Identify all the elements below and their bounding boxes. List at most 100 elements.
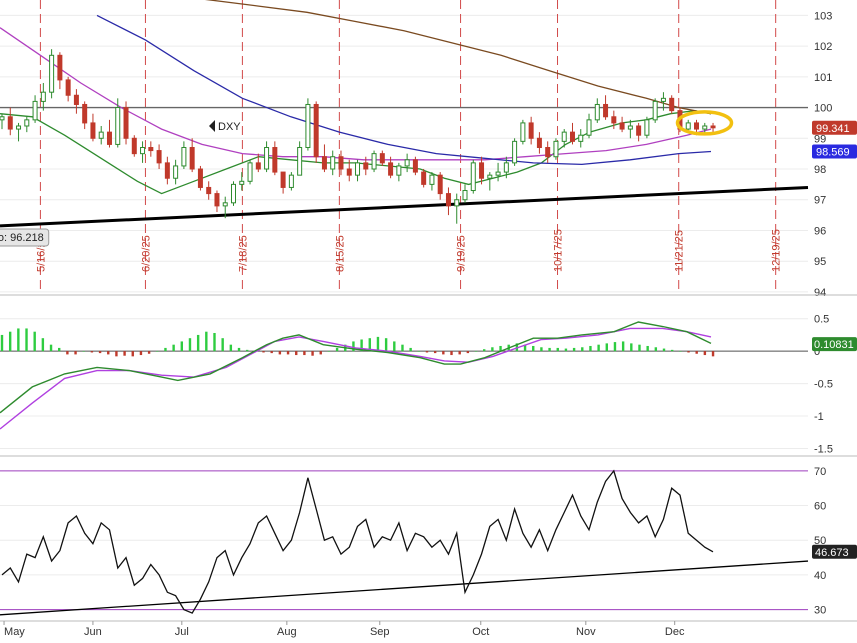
macd-histogram-bar xyxy=(245,349,249,352)
rsi-support-trendline xyxy=(0,560,809,616)
macd-histogram-bar xyxy=(205,331,208,352)
candle-body xyxy=(73,94,79,105)
macd-histogram-bar xyxy=(66,351,69,355)
candle-body xyxy=(479,162,485,179)
macd-line xyxy=(0,321,712,414)
low-callout-text: Lo: 96.218 xyxy=(0,232,44,244)
macd-histogram-bar xyxy=(703,351,707,356)
macd-histogram-bar xyxy=(540,347,543,352)
candle-body xyxy=(338,156,344,170)
candle-body xyxy=(445,193,451,207)
month-label: Nov xyxy=(576,626,596,638)
macd-tick-label: -1.5 xyxy=(814,444,833,456)
date-marker-label: 7/18/25 xyxy=(237,235,249,272)
candle-body xyxy=(578,134,584,142)
candle-body xyxy=(644,119,650,136)
candle-body xyxy=(636,125,642,136)
candle-body xyxy=(569,131,575,142)
highlight-ellipse xyxy=(675,110,734,136)
macd-histogram-bar xyxy=(107,351,110,355)
candle-body xyxy=(594,103,600,121)
candle-body xyxy=(553,140,559,158)
macd-histogram-bar xyxy=(17,328,20,352)
moving-average-line xyxy=(0,109,712,195)
macd-histogram-bar xyxy=(491,347,494,352)
candle-body xyxy=(24,119,30,127)
price-tick-label: 102 xyxy=(814,41,832,53)
candle-body xyxy=(437,174,443,195)
macd-histogram-bar xyxy=(180,341,184,352)
macd-histogram-bar xyxy=(499,345,502,352)
macd-histogram-bar xyxy=(417,351,421,352)
price-tick-label: 99 xyxy=(814,133,826,145)
macd-histogram-bar xyxy=(433,351,437,354)
macd-histogram-bar xyxy=(654,347,658,352)
macd-histogram-bar xyxy=(221,338,224,352)
price-tick-label: 100 xyxy=(814,103,832,115)
candle-body xyxy=(710,125,716,129)
macd-histogram-bar xyxy=(401,344,404,352)
candle-body xyxy=(214,193,220,207)
macd-histogram-bar xyxy=(393,341,396,352)
price-tick-label: 98 xyxy=(814,164,826,176)
date-marker-label: 8/15/25 xyxy=(334,235,346,272)
macd-histogram-bar xyxy=(115,351,118,357)
macd-histogram-bar xyxy=(679,351,682,352)
symbol-label: DXY xyxy=(209,120,241,133)
macd-histogram-bar xyxy=(196,334,200,352)
candle-body xyxy=(355,162,361,176)
candle-body xyxy=(652,100,658,121)
macd-histogram-bar xyxy=(327,351,331,352)
rsi-line xyxy=(1,469,714,614)
last-price-badge-box xyxy=(812,120,857,135)
candle-body xyxy=(156,150,162,164)
price-tick-label: 101 xyxy=(814,72,832,84)
moving-average-line xyxy=(204,0,712,115)
macd-histogram-bar xyxy=(548,347,551,352)
candle-body xyxy=(264,147,270,170)
last-price-badge: 99.341 xyxy=(812,120,857,135)
date-marker-label: 11/21/25 xyxy=(674,230,686,272)
candle-body xyxy=(255,162,261,170)
moving-average-lines xyxy=(0,0,712,195)
macd-histogram-bar xyxy=(442,351,445,355)
candle-body xyxy=(528,122,534,139)
candle-body xyxy=(173,165,179,179)
macd-tick-label: 0 xyxy=(814,346,820,358)
rsi-tick-label: 40 xyxy=(814,570,826,582)
macd-histogram-bar xyxy=(213,332,216,352)
macd-histogram-bar xyxy=(556,347,559,352)
symbol-marker-icon xyxy=(209,120,215,132)
macd-histogram-bar xyxy=(352,341,355,352)
candle-body xyxy=(371,153,377,170)
candle-body xyxy=(561,131,567,142)
candle-body xyxy=(536,137,542,148)
candle-body xyxy=(82,103,88,124)
rsi-tick-label: 60 xyxy=(814,501,826,513)
date-marker-label: 10/17/25 xyxy=(553,229,565,272)
macd-histogram-bar xyxy=(303,351,306,356)
month-label: May xyxy=(4,626,25,638)
candle-body xyxy=(288,174,294,188)
macd-histogram-bar xyxy=(450,351,453,356)
moving-average-line xyxy=(96,14,712,166)
month-label: Aug xyxy=(277,626,297,638)
price-tick-label: 96 xyxy=(814,225,826,237)
macd-tick-label: -1 xyxy=(814,411,824,423)
candle-body xyxy=(297,147,303,176)
candle-body xyxy=(611,116,617,124)
candle-body xyxy=(181,147,187,167)
candle-body xyxy=(57,54,63,81)
candle-body xyxy=(206,186,212,195)
candle-body xyxy=(388,162,394,176)
macd-histogram-bar xyxy=(319,351,322,355)
macd-histogram-bar xyxy=(572,347,576,352)
candle-body xyxy=(545,147,551,158)
candle-body xyxy=(512,140,518,164)
month-label: Sep xyxy=(370,626,390,638)
month-label: Dec xyxy=(665,626,685,638)
candle-body xyxy=(660,97,666,102)
low-callout: Lo: 96.218 xyxy=(0,228,50,247)
